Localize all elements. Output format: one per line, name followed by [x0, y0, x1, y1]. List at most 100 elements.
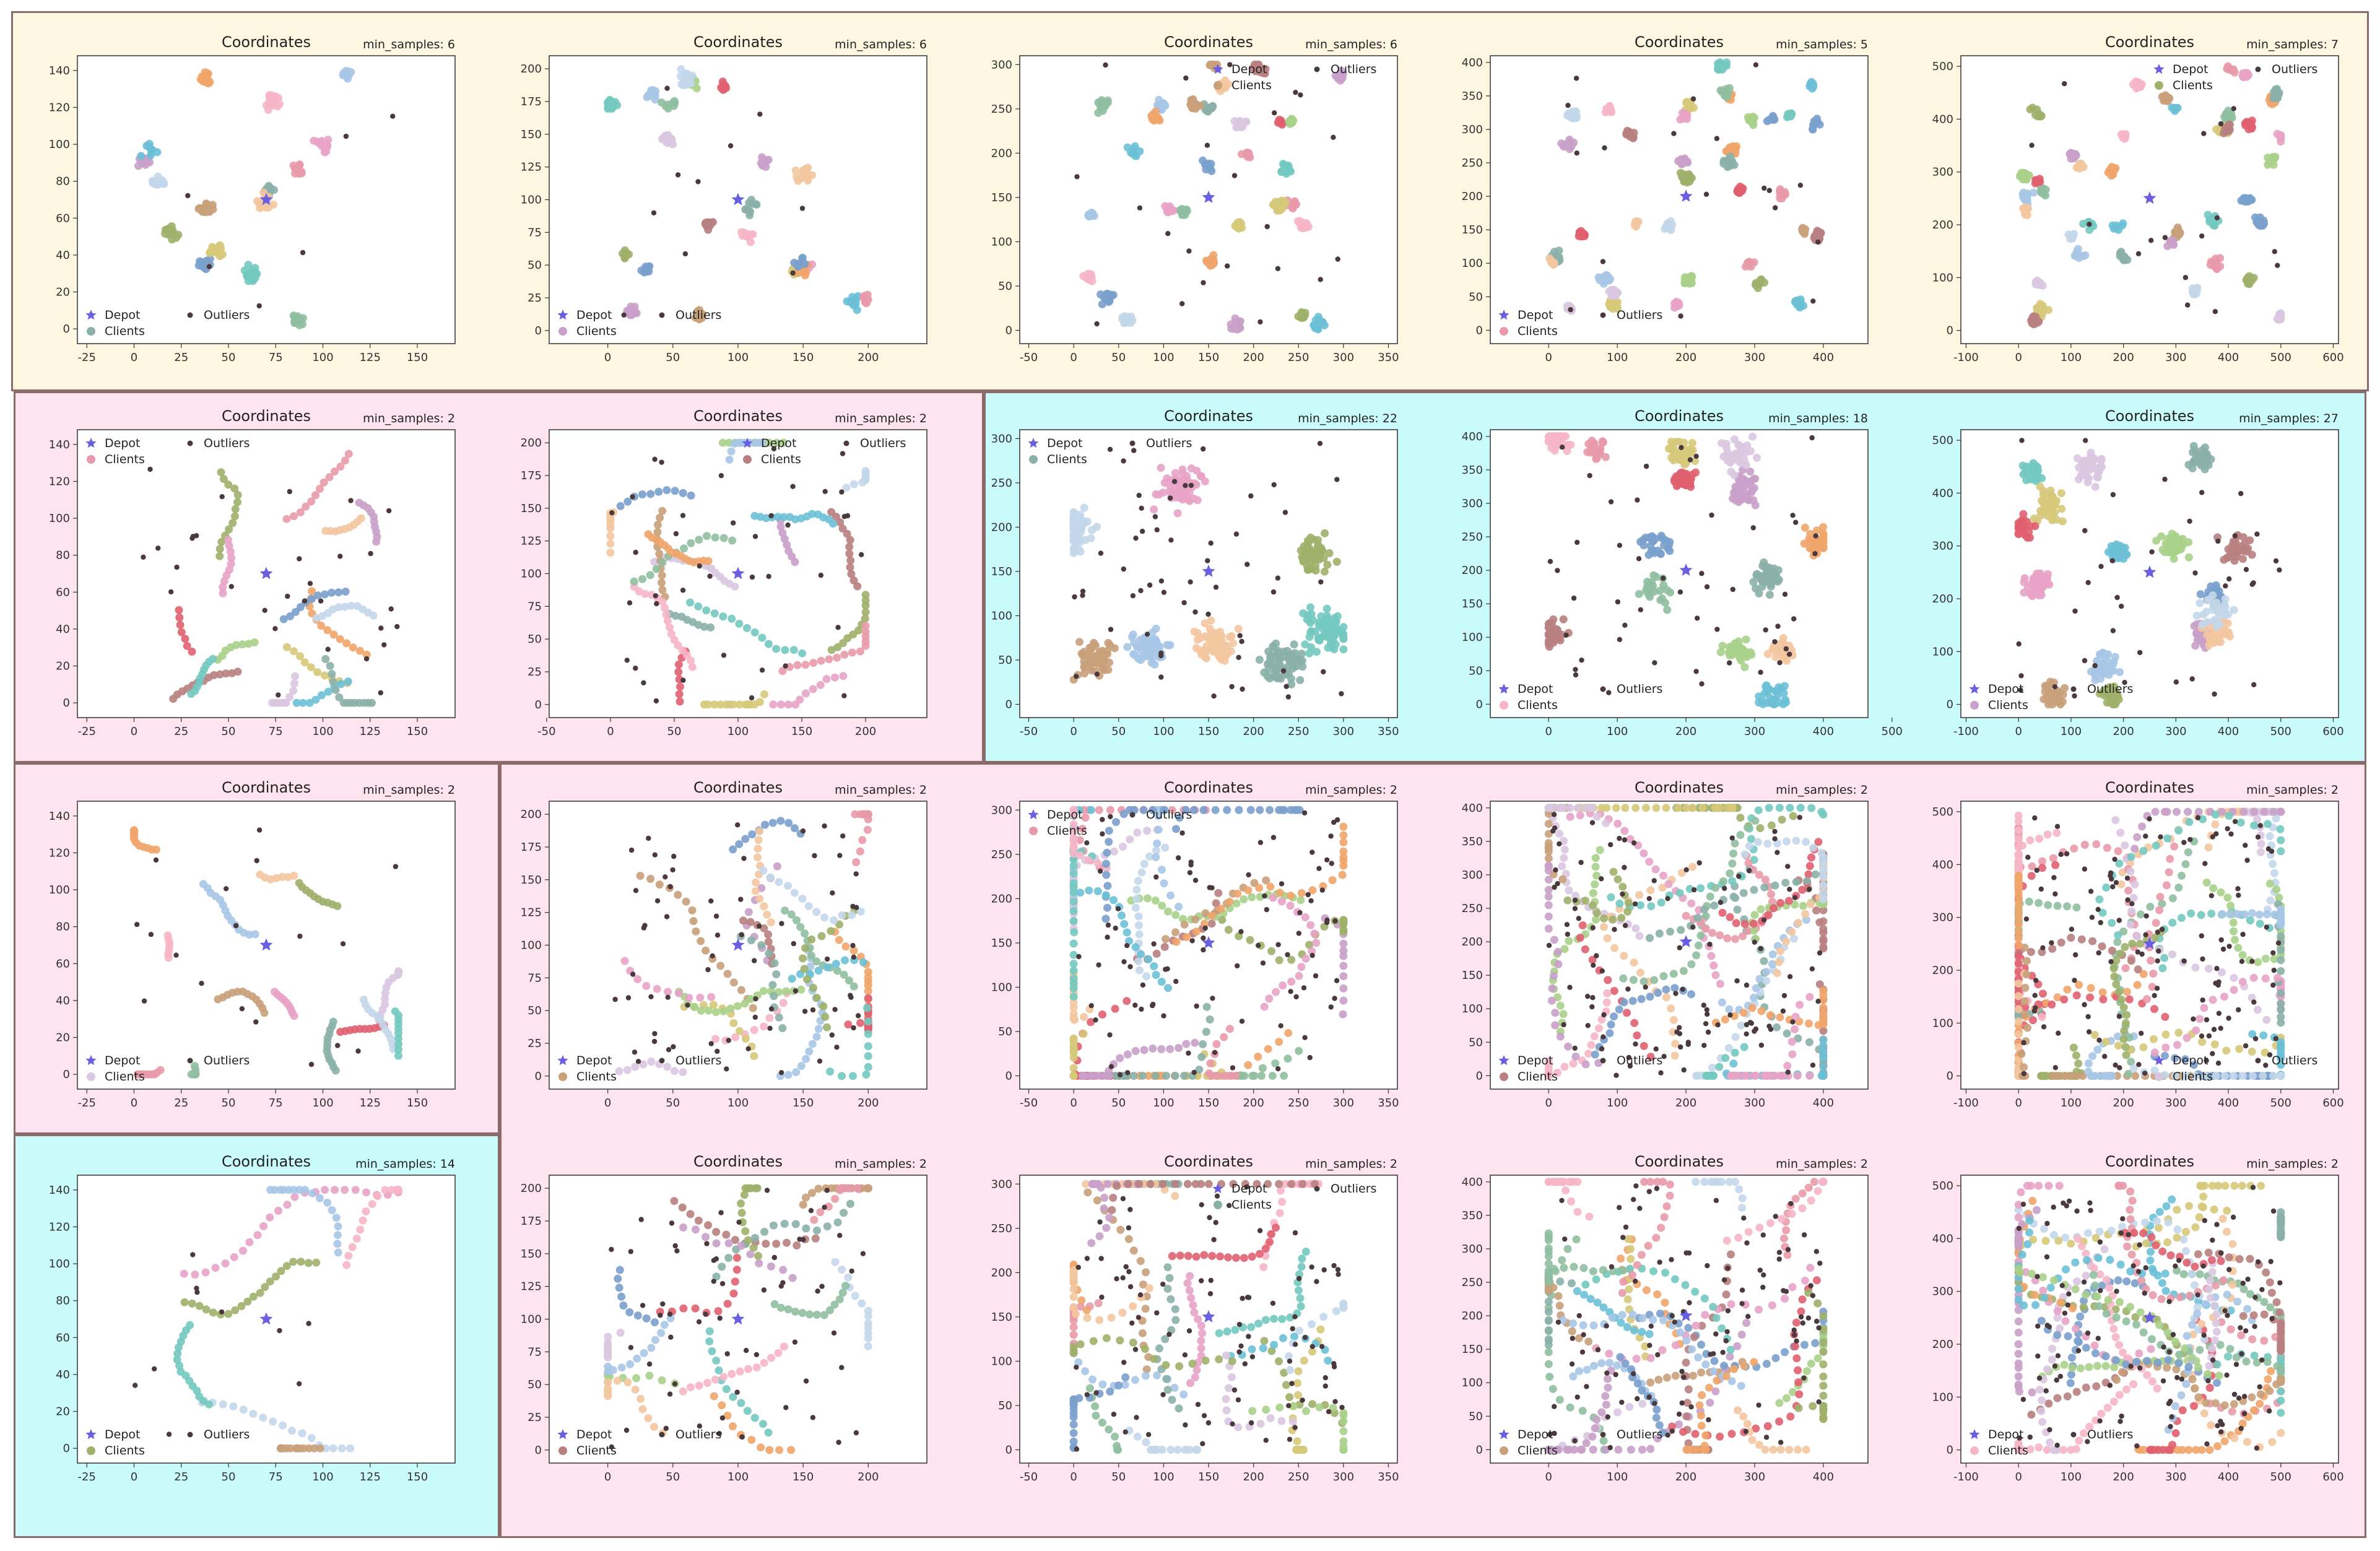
client-point [290, 512, 298, 521]
client-point [701, 946, 710, 955]
client-point [1088, 526, 1096, 534]
client-point [1744, 259, 1752, 267]
depot-point [731, 193, 745, 206]
client-point [296, 508, 305, 516]
client-point [362, 650, 371, 659]
x-tick-label: 300 [1333, 351, 1354, 364]
outlier-point [1139, 505, 1144, 511]
client-point [253, 269, 261, 278]
legend-depot-label: Depot [1231, 63, 1267, 76]
client-point [2229, 545, 2238, 554]
client-point [1207, 616, 1215, 625]
y-tick-label: 60 [56, 957, 70, 970]
outlier-point [1573, 667, 1578, 672]
client-point [2100, 666, 2109, 674]
legend-depot-label: Depot [105, 1054, 140, 1067]
client-point [2199, 461, 2208, 469]
client-point [339, 69, 348, 77]
client-point [769, 700, 778, 709]
client-point [169, 695, 178, 703]
client-point [238, 640, 247, 649]
scatter-chart-2: Coordinates min_samples: 6 0 50 100 150 200 0 25… [490, 25, 961, 390]
client-point [689, 917, 698, 926]
client-point [1290, 640, 1298, 649]
client-point [1780, 650, 1788, 659]
client-point [335, 693, 344, 702]
outlier-point [2251, 682, 2257, 687]
client-point [167, 222, 176, 230]
client-point [1234, 625, 1243, 633]
client-point [198, 262, 206, 271]
client-point [285, 693, 294, 702]
outlier-point [1565, 103, 1571, 108]
depot-point [259, 567, 273, 580]
x-tick-label: 0 [131, 725, 137, 738]
outlier-point [2122, 680, 2127, 685]
chart-title: Coordinates [222, 33, 311, 51]
client-point [1681, 110, 1690, 118]
outlier-point [168, 589, 174, 595]
client-point [342, 639, 351, 648]
client-point [809, 685, 817, 693]
client-point [250, 638, 259, 646]
client-point [2207, 215, 2215, 224]
client-point [784, 547, 793, 555]
client-point [2095, 650, 2104, 659]
client-point [636, 872, 645, 880]
client-point [2048, 511, 2057, 519]
client-point [1290, 197, 1299, 206]
client-point [765, 1014, 774, 1022]
client-point [716, 962, 725, 970]
client-point [2023, 173, 2031, 181]
outlier-point [1098, 550, 1104, 556]
client-point [606, 524, 615, 532]
client-point [2199, 610, 2208, 619]
x-tick-label: 0 [607, 725, 614, 738]
client-point [2121, 254, 2130, 263]
outlier-point [1239, 638, 1244, 645]
outlier-point [1635, 497, 1640, 503]
outlier-point [1812, 551, 1818, 557]
client-point [711, 1035, 720, 1043]
client-point [1672, 438, 1680, 446]
legend-outliers-marker [187, 440, 193, 446]
client-point [1075, 638, 1084, 646]
outlier-point [239, 1006, 245, 1012]
outlier-points [2029, 81, 2280, 315]
outlier-point [1108, 627, 1114, 632]
client-point [1157, 464, 1165, 472]
client-point [1173, 509, 1182, 518]
client-point [1120, 319, 1129, 328]
outlier-point [219, 494, 225, 500]
client-point [1772, 687, 1781, 696]
outlier-point [653, 593, 658, 599]
outlier-points [2016, 438, 2282, 699]
client-point [1314, 313, 1322, 321]
client-point [1735, 653, 1744, 662]
x-tick-label: 150 [407, 351, 428, 364]
client-point [653, 528, 662, 536]
client-point [644, 530, 653, 539]
outlier-point [1714, 136, 1720, 141]
x-tick-label: 50 [1111, 725, 1126, 738]
client-point [863, 825, 872, 834]
y-tick-label: 50 [998, 280, 1012, 293]
client-point [2096, 674, 2105, 683]
outlier-point [721, 653, 727, 658]
outlier-point [1573, 76, 1579, 81]
client-point [688, 663, 697, 671]
client-point [682, 69, 690, 78]
client-point [319, 478, 328, 487]
client-point [1553, 437, 1562, 445]
client-point [1332, 557, 1341, 566]
x-tick-label: 200 [2113, 351, 2134, 364]
outlier-point [1188, 579, 1193, 585]
client-point [1769, 113, 1778, 122]
outlier-point [1248, 493, 1254, 499]
client-point [1209, 640, 1218, 648]
client-point [852, 858, 861, 866]
client-point [1679, 155, 1688, 164]
scatter-chart-1: Coordinates min_samples: 6 -25 0 25 50 75 100 12… [19, 25, 489, 390]
outlier-point [2072, 608, 2078, 614]
